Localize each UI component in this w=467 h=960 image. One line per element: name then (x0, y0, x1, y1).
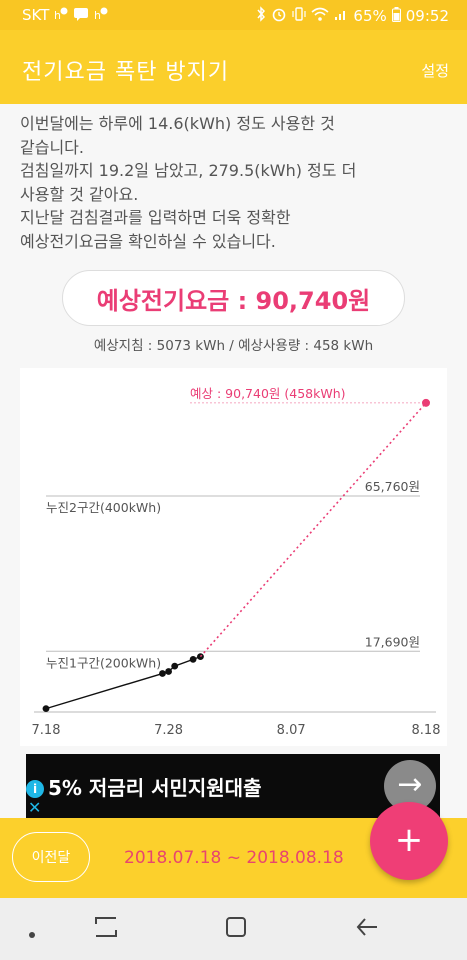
forecast-label: 예상 : 90,740원 (458kWh) (190, 386, 346, 401)
clock: 09:52 (405, 6, 449, 25)
battery-percent: 65% (353, 6, 387, 25)
usage-point (197, 653, 204, 661)
usage-point (171, 662, 179, 670)
system-nav-bar (0, 898, 467, 960)
app-title: 전기요금 폭탄 방지기 (22, 60, 230, 85)
signal-icon (334, 7, 348, 24)
alarm-icon (271, 6, 287, 25)
notification-icon: h (54, 7, 68, 24)
info-icon[interactable]: i (26, 780, 44, 798)
x-tick-label: 8.18 (412, 723, 441, 738)
battery-icon (391, 6, 401, 25)
estimated-usage-summary: 예상지침 : 5073 kWh / 예상사용량 : 458 kWh (93, 338, 374, 354)
home-icon[interactable] (225, 916, 247, 942)
usage-point (165, 668, 172, 675)
reference-line-label: 누진1구간(200kWh) (46, 655, 161, 670)
projected-usage-line (199, 402, 427, 658)
usage-point (42, 705, 50, 713)
x-tick-label: 7.28 (154, 723, 183, 738)
reference-line-label: 누진2구간(400kWh) (46, 500, 161, 515)
description-line: 이번달에는 하루에 14.6(kWh) 정도 사용한 것 (20, 114, 335, 133)
plus-icon[interactable]: + (370, 802, 448, 880)
description-line: 지난달 검침결과를 입력하면 더욱 정확한 (20, 208, 291, 227)
description-line: 예상전기요금을 확인하실 수 있습니다. (20, 231, 276, 251)
back-icon[interactable] (355, 916, 379, 942)
vibrate-icon (292, 6, 307, 25)
usage-point (159, 670, 166, 677)
bluetooth-icon (256, 6, 266, 25)
arrow-right-icon[interactable]: → (384, 760, 436, 812)
estimated-bill-badge: 예상전기요금 : 90,740원 (62, 270, 405, 326)
usage-description: 이번달에는 하루에 14.6(kWh) 정도 사용한 것 같습니다. 검침일까지… (20, 112, 450, 253)
usage-chart-svg: 7.18 7.28 8.07 8.18 누진1구간(200kWh) 17,690원 누진2구… (32, 386, 441, 738)
notification-icon: h (94, 7, 108, 24)
description-line: 사용할 것 같아요. (20, 184, 139, 204)
dot-icon[interactable] (28, 924, 36, 943)
usage-point (189, 655, 197, 663)
billing-period: 2018.07.18 ~ 2018.08.18 (124, 848, 344, 868)
close-icon[interactable]: ✕ (28, 798, 42, 817)
svg-text:h: h (54, 9, 61, 21)
recent-apps-icon[interactable] (94, 916, 118, 942)
reference-line-value: 65,760원 (365, 479, 420, 494)
ad-headline[interactable]: 5% 저금리 서민지원대출 (48, 776, 262, 800)
usage-chart: 7.18 7.28 8.07 8.18 누진1구간(200kWh) 17,690원 누진2구… (20, 368, 447, 746)
settings-button[interactable]: 설정 (421, 62, 449, 80)
previous-month-button[interactable]: 이전달 (12, 832, 90, 882)
description-line: 같습니다. (20, 137, 84, 157)
message-icon (73, 7, 89, 24)
x-tick-label: 7.18 (32, 723, 61, 738)
wifi-icon (311, 7, 329, 24)
app-bar: 전기요금 폭탄 방지기 설정 (0, 30, 467, 104)
svg-text:h: h (94, 9, 101, 21)
carrier-label: SKT (22, 6, 50, 24)
forecast-point (422, 398, 430, 407)
reference-line-value: 17,690원 (365, 634, 420, 649)
ad-banner[interactable]: i ✕ 5% 저금리 서민지원대출 → (26, 754, 440, 818)
description-line: 검침일까지 19.2일 남았고, 279.5(kWh) 정도 더 (20, 161, 357, 180)
status-bar: SKT h h 65% 09:52 (0, 0, 467, 30)
x-tick-label: 8.07 (277, 723, 306, 738)
